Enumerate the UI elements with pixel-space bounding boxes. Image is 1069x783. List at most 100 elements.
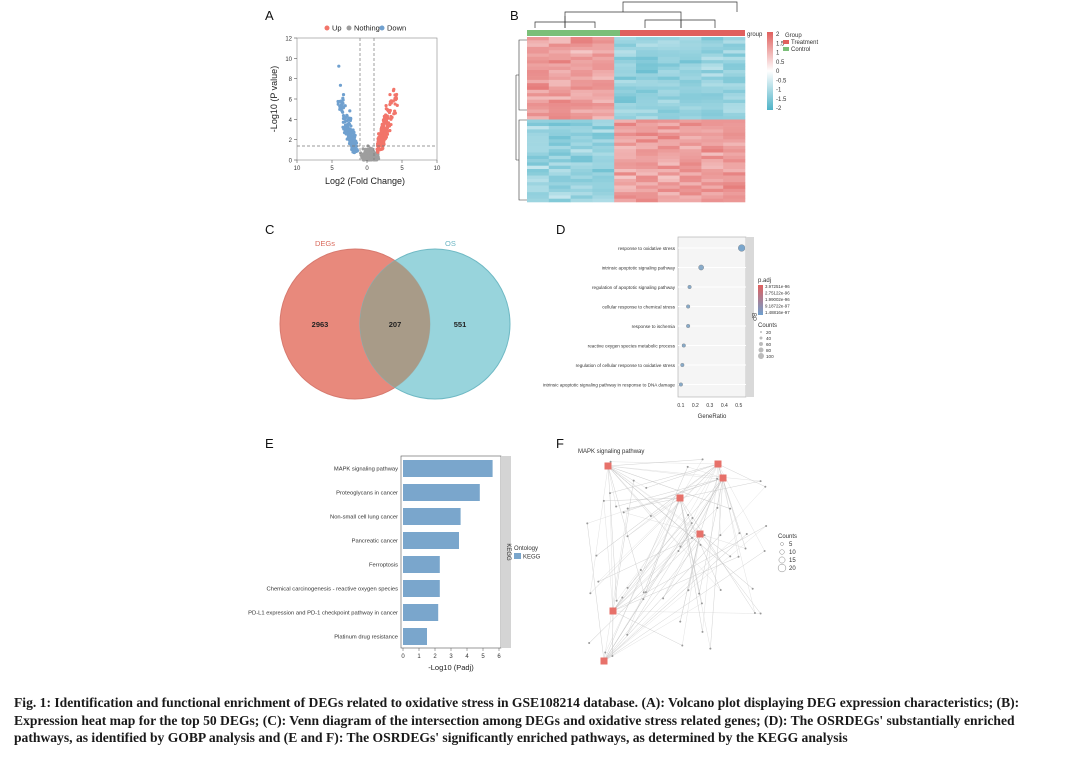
heatmap-cell (679, 159, 702, 163)
volcano-point-nothing (369, 151, 374, 156)
network-gene-node (764, 485, 767, 488)
heatmap-cell (527, 182, 550, 186)
heatmap-cell (527, 112, 550, 117)
barchart-category-label: MAPK signaling pathway (334, 467, 398, 473)
heatmap-cell (701, 162, 724, 166)
heatmap-cell (548, 60, 571, 64)
volcano-point-up (379, 131, 383, 135)
heatmap-cell (636, 86, 659, 91)
heatmap-cell (636, 162, 659, 166)
network-gene-node (751, 587, 754, 590)
heatmap-cell (592, 175, 615, 180)
heatmap-cell (614, 169, 637, 173)
heatmap-cell (723, 103, 746, 107)
heatmap-cell (636, 155, 659, 160)
volcano-point-up (384, 104, 388, 108)
heatmap-scale-tick-label: -1 (776, 88, 782, 94)
venn-diagram: DEGs OS 2963 207 551 (279, 239, 511, 400)
heatmap-color-scale (767, 32, 773, 110)
heatmap-cell (570, 79, 593, 84)
heatmap-cell (679, 73, 702, 77)
network-edge (605, 497, 681, 653)
heatmap-cell (548, 86, 571, 91)
heatmap-scale-tick-label: 0.5 (776, 60, 785, 66)
heatmap-cell (723, 79, 746, 84)
heatmap-cell (723, 43, 746, 48)
heatmap-cell (636, 99, 659, 104)
network-edge (607, 465, 681, 547)
legend-nothing-label: Nothing (354, 24, 380, 33)
volcano-point-down (341, 110, 345, 114)
network-gene-node (586, 522, 589, 525)
counts-legend-dot (758, 353, 764, 359)
network-gene-node (626, 507, 629, 510)
network-edge (603, 532, 740, 662)
heatmap-cell (527, 93, 550, 97)
network-edge (687, 466, 724, 479)
heatmap-cell (548, 169, 571, 173)
volcano-legend: Up Nothing Down (324, 24, 406, 33)
heatmap-cell (614, 162, 637, 166)
group-annotation-label: group (747, 32, 763, 38)
volcano-ytick-label: 2 (289, 138, 293, 144)
heatmap-scale-tick-label: 2 (776, 32, 780, 38)
volcano-point-up (384, 126, 389, 131)
heatmap-cell (679, 149, 702, 153)
heatmap-cell (570, 198, 593, 203)
volcano-point-up (392, 87, 396, 91)
heatmap-cell (592, 185, 615, 190)
heatmap-cell (701, 109, 724, 114)
volcano-point-down (344, 131, 348, 135)
heatmap-cell (636, 73, 659, 77)
group-legend-control: Control (791, 47, 810, 53)
heatmap-cell (701, 63, 724, 67)
heatmap-cell (723, 149, 746, 153)
heatmap-cell (636, 63, 659, 67)
network-counts-label: 5 (789, 542, 793, 548)
heatmap-cell (592, 192, 615, 196)
heatmap-cell (636, 66, 659, 71)
network-edge (607, 465, 634, 481)
heatmap-cell (592, 122, 615, 127)
heatmap-cell (614, 99, 637, 104)
heatmap-cell (701, 106, 724, 110)
network-counts-dot (779, 549, 785, 555)
heatmap-cell (548, 112, 571, 117)
heatmap-cell (548, 56, 571, 61)
network-counts-label: 10 (789, 550, 796, 556)
heatmap-scale-tick-label: 1.5 (776, 41, 785, 47)
heatmap-cell (592, 172, 615, 176)
volcano-point-down (338, 83, 343, 87)
heatmap-cell (527, 103, 550, 107)
heatmap-cell (701, 56, 724, 61)
heatmap-cell (527, 162, 550, 166)
heatmap-cell (570, 112, 593, 117)
network-gene-node (588, 642, 591, 645)
heatmap-cell (657, 56, 680, 61)
heatmap-cell (592, 162, 615, 166)
heatmap-cell (570, 76, 593, 81)
heatmap-cell (527, 169, 550, 173)
heatmap-cell (570, 103, 593, 107)
heatmap-cell (701, 86, 724, 91)
heatmap-cell (614, 116, 637, 120)
network-gene-node (615, 505, 618, 508)
network-gene-node (686, 465, 689, 468)
heatmap-cell (723, 175, 746, 180)
volcano-point-up (384, 118, 388, 122)
heatmap-cell (592, 43, 615, 48)
heatmap-cell (701, 70, 724, 74)
barchart-bars (403, 460, 493, 645)
heatmap-cell (657, 175, 680, 180)
heatmap-cell (570, 46, 593, 51)
heatmap-cell (701, 178, 724, 183)
padj-tick-label: 1.99002e-96 (765, 297, 790, 302)
heatmap-cell (527, 195, 550, 199)
heatmap-cell (701, 165, 724, 170)
panel-letter-c: C (265, 222, 275, 237)
heatmap-cell (701, 76, 724, 81)
heatmap-cell (527, 86, 550, 91)
heatmap-cell (701, 195, 724, 199)
heatmap-cell (657, 185, 680, 190)
volcano-point-down (348, 109, 352, 113)
